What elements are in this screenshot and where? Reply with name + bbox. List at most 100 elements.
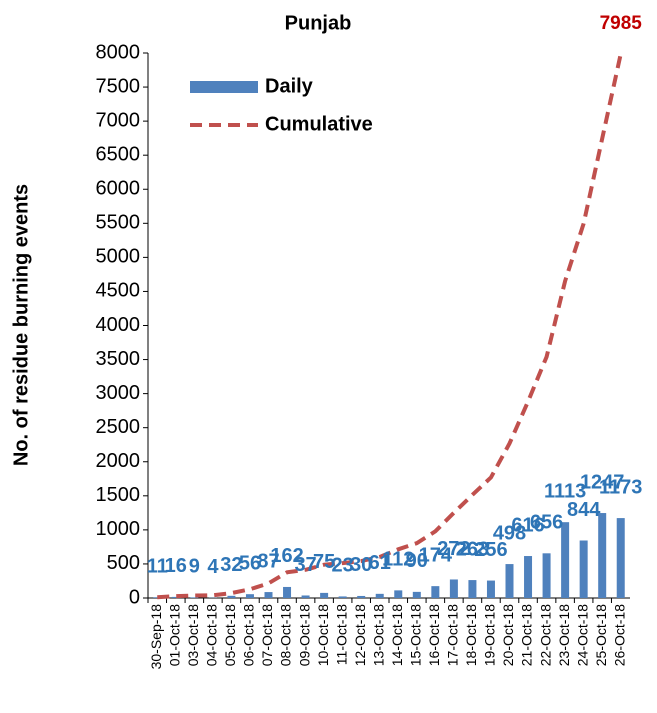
x-tick-label: 18-Oct-18 [463,604,479,666]
x-tick-label: 16-Oct-18 [426,604,442,666]
bar [227,595,236,598]
x-tick-label: 10-Oct-18 [315,604,331,666]
x-tick-label: 17-Oct-18 [445,604,461,666]
bar [449,579,458,598]
bar [153,597,162,598]
x-tick-label: 20-Oct-18 [500,604,516,666]
x-tick-label: 08-Oct-18 [278,604,294,666]
data-label: 32 [220,554,242,576]
data-label: 656 [530,512,563,534]
data-label: 56 [239,552,261,574]
y-tick-label: 6500 [96,143,141,165]
y-tick-label: 3500 [96,348,141,370]
x-tick-label: 26-Oct-18 [611,604,627,666]
y-tick-label: 7000 [96,109,141,131]
data-label: 256 [474,539,507,561]
bar [598,513,607,598]
x-tick-label: 09-Oct-18 [296,604,312,666]
bar [524,556,533,598]
x-tick-label: 23-Oct-18 [556,604,572,666]
data-label: 23 [332,555,354,577]
data-label: 112 [382,549,414,571]
cumulative-line [157,53,623,600]
data-label: 16 [165,555,187,577]
data-label: 844 [567,499,601,521]
y-tick-label: 1000 [96,518,141,540]
data-label: 263 [456,538,489,560]
bar [338,596,347,598]
y-axis-label: No. of residue burning events [10,184,32,466]
y-tick-label: 2500 [96,416,141,438]
data-label: 162 [270,545,303,567]
data-label: 4 [207,556,219,578]
y-tick-label: 6000 [96,178,141,200]
data-label: 61 [369,552,391,574]
data-label: 1247 [580,471,625,493]
x-tick-label: 30-Sep-18 [148,604,164,670]
x-tick-label: 19-Oct-18 [482,604,498,666]
x-tick-label: 15-Oct-18 [408,604,424,666]
bar [561,522,570,598]
y-tick-label: 1500 [96,484,141,506]
bar [542,553,551,598]
data-label: 1173 [599,476,642,498]
x-tick-label: 11-Oct-18 [333,604,349,665]
data-label: 90 [406,550,428,572]
x-tick-label: 01-Oct-18 [167,604,183,666]
x-tick-label: 04-Oct-18 [204,604,220,666]
bar [190,597,199,598]
y-tick-label: 5500 [96,212,141,234]
data-label: 7985 [600,13,643,34]
x-tick-label: 12-Oct-18 [352,604,368,666]
x-tick-label: 14-Oct-18 [389,604,405,666]
bar [264,592,273,598]
bar [320,592,329,598]
y-tick-label: 8000 [96,41,141,63]
data-label: 87 [257,550,279,572]
bar [301,595,310,598]
y-tick-label: 4000 [96,314,141,336]
bar [283,586,292,598]
data-label: 9 [189,556,200,578]
x-tick-label: 07-Oct-18 [259,604,275,666]
bar [505,564,514,598]
y-tick-label: 7500 [96,75,141,97]
data-label: 37 [294,554,316,576]
x-tick-label: 03-Oct-18 [185,604,201,666]
y-tick-label: 0 [129,586,140,608]
x-tick-label: 21-Oct-18 [519,604,535,666]
x-tick-label: 22-Oct-18 [537,604,553,666]
bar [357,595,366,598]
x-tick-label: 13-Oct-18 [370,604,386,666]
x-tick-label: 06-Oct-18 [241,604,257,666]
bar [616,518,625,598]
bar [468,580,477,598]
y-tick-label: 3000 [96,382,141,404]
y-tick-label: 2000 [96,450,141,472]
bar [394,590,403,598]
x-tick-label: 05-Oct-18 [222,604,238,666]
data-label: 498 [493,522,526,544]
legend-label: Daily [265,75,314,97]
bar [412,591,421,598]
chart-title: Punjab [285,12,352,34]
y-tick-label: 500 [107,552,140,574]
bar [375,593,384,598]
data-label: 11 [147,556,168,578]
bar [579,540,588,598]
data-label: 174 [419,544,453,566]
data-label: 30 [350,554,372,576]
data-label: 272 [437,538,470,560]
legend-label: Cumulative [265,113,373,135]
x-tick-label: 25-Oct-18 [593,604,609,666]
legend-swatch [190,81,258,93]
bar [171,596,180,598]
bar [486,580,495,598]
y-tick-label: 4500 [96,280,141,302]
bar [245,594,254,598]
x-tick-label: 24-Oct-18 [574,604,590,666]
data-label: 75 [313,551,335,573]
bar [431,586,440,598]
data-label: 1113 [544,480,586,502]
